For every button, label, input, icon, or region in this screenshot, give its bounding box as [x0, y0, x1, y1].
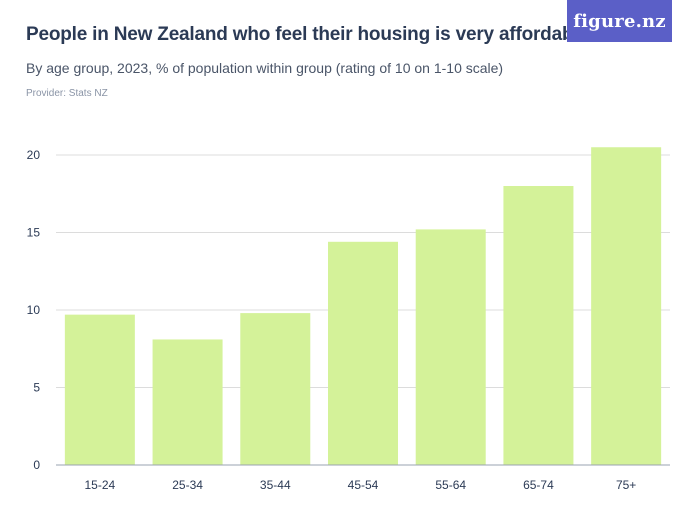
x-tick-label: 35-44: [260, 478, 291, 492]
bar: [415, 229, 486, 465]
bar: [503, 186, 574, 465]
bar: [152, 339, 223, 465]
chart-subtitle: By age group, 2023, % of population with…: [26, 60, 504, 76]
y-tick-label: 5: [33, 381, 40, 395]
y-tick-label: 15: [27, 226, 41, 240]
bar: [64, 314, 135, 465]
x-tick-label: 55-64: [435, 478, 466, 492]
y-tick-label: 0: [33, 458, 40, 472]
bar: [328, 241, 398, 465]
y-tick-label: 10: [27, 303, 41, 317]
bar: [240, 313, 311, 465]
bar: [591, 147, 662, 465]
x-tick-label: 15-24: [85, 478, 116, 492]
y-tick-label: 20: [27, 148, 41, 162]
x-tick-label: 45-54: [348, 478, 379, 492]
x-tick-label: 75+: [616, 478, 636, 492]
x-tick-label: 25-34: [172, 478, 203, 492]
figure-nz-logo[interactable]: figure.nz: [567, 0, 672, 42]
chart-title: People in New Zealand who feel their hou…: [26, 24, 589, 45]
provider-label: Provider: Stats NZ: [26, 88, 108, 99]
x-tick-label: 65-74: [523, 478, 554, 492]
